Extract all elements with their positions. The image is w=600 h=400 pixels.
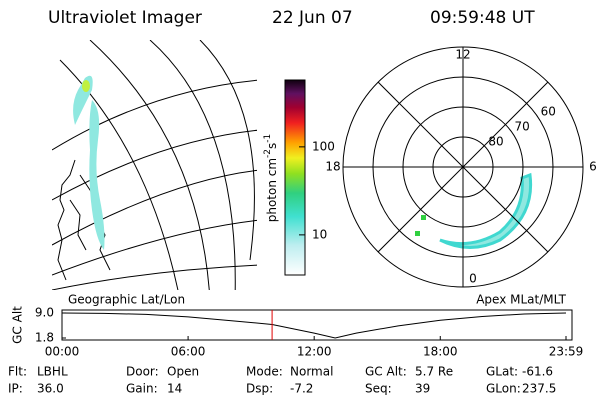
altitude-frame bbox=[61, 309, 573, 341]
field-value: -61.6 bbox=[522, 365, 553, 379]
field-label: Seq: bbox=[365, 382, 392, 396]
unit: photon cm bbox=[265, 158, 279, 222]
geo-map bbox=[52, 40, 257, 290]
field-value: -7.2 bbox=[290, 382, 313, 396]
polar-map bbox=[415, 172, 533, 249]
field-label: Flt: bbox=[8, 365, 27, 379]
field-value: Normal bbox=[290, 365, 333, 379]
field-value: 39 bbox=[415, 382, 430, 396]
x-tick-label: 23:59 bbox=[549, 345, 584, 359]
panel-label: Apex MLat/MLT bbox=[476, 293, 566, 307]
y-tick-label: 9.0 bbox=[35, 306, 54, 320]
x-tick-label: 00:00 bbox=[45, 345, 80, 359]
mlt-label: 12 bbox=[455, 48, 470, 62]
field-label: Mode: bbox=[246, 365, 283, 379]
field-value: 14 bbox=[167, 382, 182, 396]
x-tick-label: 12:00 bbox=[297, 345, 332, 359]
mlt-label: 0 bbox=[469, 272, 477, 286]
field-label: IP: bbox=[8, 382, 23, 396]
panel-label: Geographic Lat/Lon bbox=[68, 293, 185, 307]
unit: s bbox=[265, 143, 279, 149]
exponent: -2 bbox=[263, 149, 273, 158]
field-value: 5.7 Re bbox=[415, 365, 453, 379]
field-label: GLon: bbox=[486, 382, 521, 396]
x-tick-label: 06:00 bbox=[171, 345, 206, 359]
lat-ring bbox=[432, 136, 494, 198]
field-value: LBHL bbox=[37, 365, 68, 379]
mlt-label: 18 bbox=[325, 160, 340, 174]
y-axis-label: GC Alt bbox=[11, 306, 25, 344]
field-value: 36.0 bbox=[37, 382, 64, 396]
field-label: Dsp: bbox=[246, 382, 273, 396]
altitude-curve bbox=[61, 312, 567, 339]
lat-label: 60 bbox=[541, 105, 556, 119]
colorbar bbox=[284, 79, 306, 276]
tick-label: 10 bbox=[312, 227, 327, 241]
lat-label: 70 bbox=[515, 120, 530, 134]
field-label: Door: bbox=[126, 365, 159, 379]
title: Ultraviolet Imager bbox=[48, 8, 202, 28]
tick-label: 100 bbox=[312, 139, 335, 153]
exponent: -1 bbox=[263, 134, 273, 143]
lat-ring bbox=[402, 106, 524, 228]
time: 09:59:48 UT bbox=[430, 8, 535, 28]
date: 22 Jun 07 bbox=[272, 8, 353, 28]
lat-ring bbox=[372, 76, 554, 258]
field-value: 237.5 bbox=[522, 382, 556, 396]
y-tick-label: 1.8 bbox=[35, 331, 54, 345]
x-tick-label: 18:00 bbox=[423, 345, 458, 359]
field-label: GC Alt: bbox=[365, 365, 407, 379]
field-label: GLat: bbox=[486, 365, 518, 379]
mlt-label: 6 bbox=[589, 160, 597, 174]
field-value: Open bbox=[167, 365, 199, 379]
field-label: Gain: bbox=[126, 382, 158, 396]
colorbar-label: photon cm-2s-1 bbox=[263, 134, 279, 223]
lat-label: 80 bbox=[488, 135, 503, 149]
